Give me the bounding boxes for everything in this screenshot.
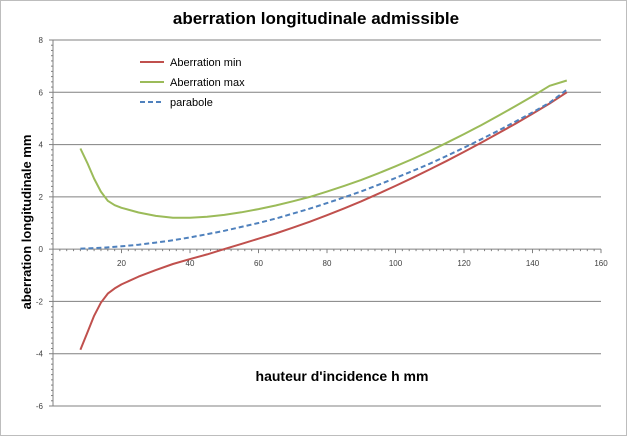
chart-title: aberration longitudinale admissible xyxy=(173,9,459,28)
x-tick-label: 140 xyxy=(526,259,540,268)
x-tick-label: 40 xyxy=(186,259,195,268)
x-tick-label: 20 xyxy=(117,259,126,268)
legend-entry: Aberration max xyxy=(170,77,245,89)
x-tick-label: 60 xyxy=(254,259,263,268)
y-tick-label: 6 xyxy=(39,88,44,97)
y-tick-label: -4 xyxy=(36,350,44,359)
y-axis-label: aberration longitudinale mm xyxy=(19,135,34,310)
tick-labels: -6 -4 -2 0 2 4 6 8 20 40 60 80 100 120 140 160 xyxy=(36,36,608,411)
series-line-max xyxy=(79,79,568,219)
legend-entry: Aberration min xyxy=(170,57,242,69)
series-line-parabole xyxy=(80,88,568,250)
x-tick-label: 80 xyxy=(323,259,332,268)
y-tick-label: 8 xyxy=(39,36,44,45)
series-lines xyxy=(79,79,568,351)
series-line-min xyxy=(79,91,568,351)
y-tick-label: 4 xyxy=(39,141,44,150)
y-tick-label: -6 xyxy=(36,402,44,411)
x-tick-label: 120 xyxy=(457,259,471,268)
axes xyxy=(49,39,602,407)
legend-entry: parabole xyxy=(170,97,213,109)
x-axis-label: hauteur d'incidence h mm xyxy=(256,368,429,384)
legend: Aberration min Aberration max parabole xyxy=(140,57,245,109)
y-tick-label: -2 xyxy=(36,297,44,306)
y-tick-label: 0 xyxy=(39,245,44,254)
x-tick-label: 100 xyxy=(389,259,403,268)
grid-lines xyxy=(53,39,601,407)
x-tick-label: 160 xyxy=(594,259,608,268)
y-tick-label: 2 xyxy=(39,193,44,202)
